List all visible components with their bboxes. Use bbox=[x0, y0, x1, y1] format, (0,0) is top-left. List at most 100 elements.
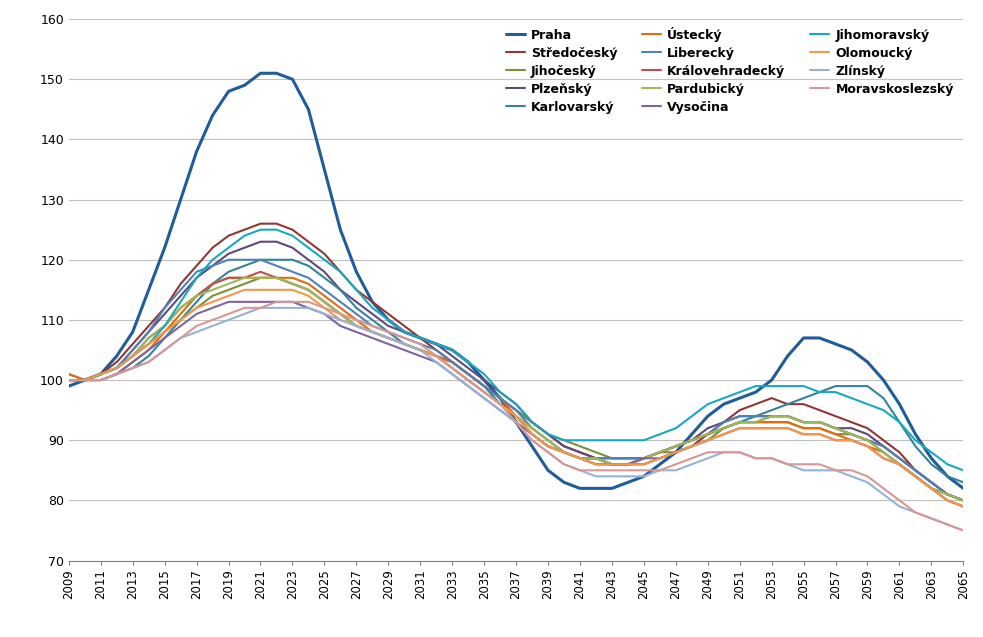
Středočeský bbox=[111, 358, 123, 366]
Olomoucký bbox=[462, 376, 474, 384]
Pardubický bbox=[63, 376, 75, 384]
Karlovarský bbox=[318, 274, 330, 282]
Karlovarský bbox=[686, 436, 698, 444]
Praha bbox=[318, 166, 330, 173]
Moravskoslezský bbox=[63, 376, 75, 384]
Plzeňský bbox=[957, 497, 969, 505]
Královehradecký bbox=[255, 268, 266, 276]
Královehradecký bbox=[957, 497, 969, 505]
Olomoucký bbox=[63, 376, 75, 384]
Plzeňský bbox=[462, 364, 474, 372]
Line: Středočeský: Středočeský bbox=[69, 224, 963, 501]
Olomoucký bbox=[94, 370, 106, 378]
Vysočina bbox=[318, 310, 330, 318]
Praha bbox=[574, 485, 586, 492]
Pardubický bbox=[702, 431, 714, 438]
Praha bbox=[718, 400, 729, 408]
Jihočeský bbox=[255, 274, 266, 282]
Line: Jihomoravský: Jihomoravský bbox=[69, 230, 963, 470]
Line: Olomoucký: Olomoucký bbox=[69, 290, 963, 506]
Moravskoslezský bbox=[686, 454, 698, 462]
Jihomoravský bbox=[94, 370, 106, 378]
Liberecký bbox=[111, 364, 123, 372]
Vysočina bbox=[223, 298, 235, 306]
Line: Liberecký: Liberecký bbox=[69, 260, 963, 501]
Královehradecký bbox=[111, 364, 123, 372]
Ústecký bbox=[318, 292, 330, 299]
Středočeský bbox=[686, 443, 698, 450]
Karlovarský bbox=[702, 431, 714, 438]
Praha bbox=[63, 382, 75, 390]
Jihomoravský bbox=[255, 226, 266, 234]
Vysočina bbox=[94, 376, 106, 384]
Ústecký bbox=[63, 370, 75, 378]
Line: Vysočina: Vysočina bbox=[69, 302, 963, 506]
Královehradecký bbox=[702, 431, 714, 438]
Jihočeský bbox=[111, 364, 123, 372]
Zlínský bbox=[111, 370, 123, 378]
Plzeňský bbox=[318, 268, 330, 276]
Vysočina bbox=[702, 436, 714, 444]
Legend: Praha, Středočeský, Jihočeský, Plzeňský, Karlovarský, Ústecký, Liberecký, Králov: Praha, Středočeský, Jihočeský, Plzeňský,… bbox=[501, 22, 958, 119]
Jihomoravský bbox=[111, 364, 123, 372]
Pardubický bbox=[318, 298, 330, 306]
Praha bbox=[462, 358, 474, 366]
Jihomoravský bbox=[318, 256, 330, 264]
Královehradecký bbox=[462, 376, 474, 384]
Ústecký bbox=[462, 370, 474, 378]
Královehradecký bbox=[94, 370, 106, 378]
Liberecký bbox=[702, 431, 714, 438]
Liberecký bbox=[686, 436, 698, 444]
Středočeský bbox=[702, 431, 714, 438]
Praha bbox=[702, 412, 714, 420]
Karlovarský bbox=[63, 370, 75, 378]
Jihomoravský bbox=[63, 376, 75, 384]
Ústecký bbox=[94, 376, 106, 384]
Line: Plzeňský: Plzeňský bbox=[69, 241, 963, 501]
Zlínský bbox=[957, 527, 969, 534]
Olomoucký bbox=[318, 304, 330, 311]
Zlínský bbox=[702, 454, 714, 462]
Jihočeský bbox=[94, 370, 106, 378]
Praha bbox=[111, 352, 123, 360]
Jihočeský bbox=[686, 443, 698, 450]
Praha bbox=[957, 485, 969, 492]
Jihočeský bbox=[702, 436, 714, 444]
Moravskoslezský bbox=[957, 527, 969, 534]
Plzeňský bbox=[111, 364, 123, 372]
Pardubický bbox=[462, 376, 474, 384]
Liberecký bbox=[318, 286, 330, 294]
Karlovarský bbox=[94, 376, 106, 384]
Zlínský bbox=[63, 376, 75, 384]
Liberecký bbox=[957, 497, 969, 505]
Jihomoravský bbox=[686, 412, 698, 420]
Pardubický bbox=[111, 364, 123, 372]
Středočeský bbox=[63, 376, 75, 384]
Moravskoslezský bbox=[111, 370, 123, 378]
Zlínský bbox=[255, 304, 266, 311]
Line: Jihočeský: Jihočeský bbox=[69, 278, 963, 501]
Line: Ústecký: Ústecký bbox=[69, 278, 963, 506]
Ústecký bbox=[686, 436, 698, 444]
Plzeňský bbox=[255, 238, 266, 245]
Olomoucký bbox=[957, 503, 969, 510]
Zlínský bbox=[318, 310, 330, 318]
Moravskoslezský bbox=[270, 298, 282, 306]
Středočeský bbox=[255, 220, 266, 227]
Jihočeský bbox=[63, 376, 75, 384]
Liberecký bbox=[462, 370, 474, 378]
Olomoucký bbox=[702, 436, 714, 444]
Ústecký bbox=[702, 431, 714, 438]
Vysočina bbox=[111, 370, 123, 378]
Line: Praha: Praha bbox=[69, 73, 963, 489]
Středočeský bbox=[318, 250, 330, 257]
Jihomoravský bbox=[702, 400, 714, 408]
Královehradecký bbox=[318, 298, 330, 306]
Olomoucký bbox=[686, 443, 698, 450]
Pardubický bbox=[239, 274, 251, 282]
Jihomoravský bbox=[462, 358, 474, 366]
Vysočina bbox=[63, 376, 75, 384]
Ústecký bbox=[957, 503, 969, 510]
Plzeňský bbox=[94, 370, 106, 378]
Moravskoslezský bbox=[702, 448, 714, 456]
